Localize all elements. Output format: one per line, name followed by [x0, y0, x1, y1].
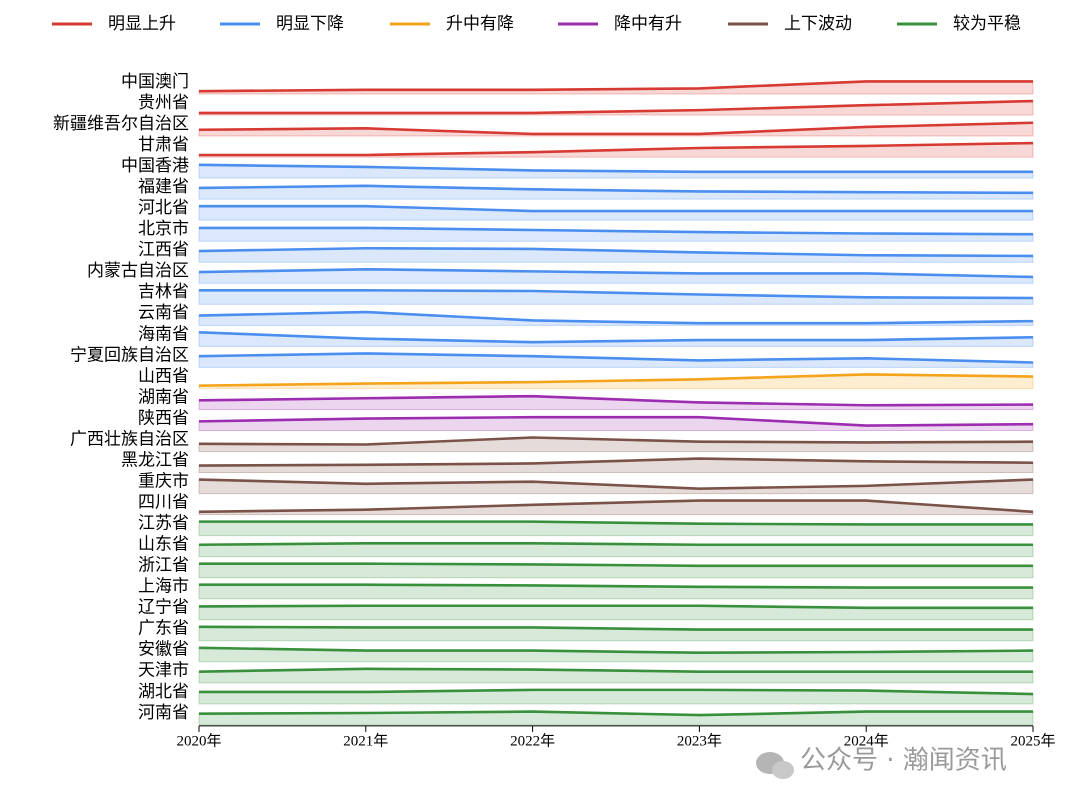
row-label: 中国香港	[121, 156, 189, 175]
ridge-line	[198, 499, 1034, 514]
ridge-line	[198, 646, 1034, 655]
ridge-line	[199, 583, 1033, 589]
row-label: 四川省	[138, 493, 189, 512]
row-label: 海南省	[138, 324, 189, 343]
x-tick-label: 2020年	[176, 732, 221, 749]
row-label: 内蒙古自治区	[87, 261, 189, 280]
ridge-line	[199, 141, 1034, 157]
row-label: 天津市	[138, 661, 189, 680]
ridge-line	[199, 289, 1034, 300]
ridge-line	[198, 436, 1034, 446]
legend-label: 降中有升	[614, 14, 682, 34]
row-label: 江西省	[138, 240, 189, 259]
ridge-line	[198, 415, 1034, 427]
ridge-line	[198, 352, 1034, 364]
ridge-line	[198, 667, 1033, 673]
row-label: 云南省	[138, 303, 189, 322]
row-label: 福建省	[138, 177, 189, 196]
row-label: 山西省	[138, 366, 189, 385]
row-label: 广东省	[138, 619, 189, 638]
x-tick-label: 2024年	[844, 732, 889, 749]
ridge-area	[198, 205, 1034, 221]
ridge-line	[199, 204, 1033, 213]
row-label: 湖北省	[138, 682, 189, 701]
ridge-line	[199, 99, 1034, 115]
row-label: 黑龙江省	[121, 450, 189, 469]
legend-label: 较为平稳	[953, 14, 1021, 34]
row-label: 重庆市	[138, 471, 189, 490]
ridge-line	[198, 267, 1034, 279]
ridge-line	[198, 457, 1034, 467]
ridge-line	[199, 520, 1033, 526]
row-label: 北京市	[138, 219, 189, 238]
row-label: 江苏省	[138, 514, 189, 533]
row-label: 宁夏回族自治区	[70, 345, 189, 364]
row-label: 湖南省	[138, 387, 189, 406]
ridge-line	[198, 373, 1034, 387]
row-label: 山东省	[138, 535, 189, 554]
row-label: 中国澳门	[121, 72, 189, 91]
row-label: 河南省	[138, 703, 189, 722]
ridge-line	[199, 562, 1033, 568]
row-label: 安徽省	[138, 640, 189, 659]
row-label: 上海市	[138, 577, 189, 596]
ridge-line	[198, 331, 1034, 344]
row-label: 浙江省	[138, 556, 189, 575]
ridge-area	[198, 80, 1034, 95]
legend-label: 明显上升	[108, 14, 176, 34]
ridge-line	[199, 688, 1034, 696]
row-label: 甘肃省	[138, 135, 189, 154]
row-label: 新疆维吾尔自治区	[53, 114, 189, 133]
ridge-line	[198, 478, 1034, 490]
legend-label: 明显下降	[276, 14, 344, 34]
ridge-line	[198, 310, 1034, 325]
ridge-line	[198, 710, 1033, 717]
ridge-line	[198, 542, 1033, 547]
ridge-line	[199, 226, 1034, 236]
row-label: 辽宁省	[138, 598, 189, 617]
ridge-line	[198, 163, 1033, 174]
x-tick-label: 2022年	[510, 732, 555, 749]
watermark-text: 公众号 · 瀚闻资讯	[800, 746, 1007, 776]
x-tick-label: 2025年	[1010, 732, 1055, 749]
ridge-line	[198, 604, 1033, 610]
legend-label: 升中有降	[446, 14, 514, 34]
ridge-line	[198, 394, 1034, 407]
ridge-line	[198, 80, 1033, 93]
x-tick-label: 2021年	[343, 732, 388, 749]
ridge-line	[198, 184, 1034, 195]
row-label: 广西壮族自治区	[70, 429, 189, 448]
legend-label: 上下波动	[784, 14, 852, 34]
row-label: 河北省	[138, 198, 189, 217]
row-label: 陕西省	[138, 408, 189, 427]
ridge-line	[198, 121, 1034, 136]
wechat-icon	[772, 761, 794, 779]
ridge-line	[198, 625, 1033, 631]
x-tick-label: 2023年	[677, 732, 722, 749]
row-label: 贵州省	[138, 93, 189, 112]
watermark: 公众号 · 瀚闻资讯	[756, 746, 1007, 779]
ridge-line	[198, 246, 1034, 258]
row-label: 吉林省	[138, 282, 189, 301]
